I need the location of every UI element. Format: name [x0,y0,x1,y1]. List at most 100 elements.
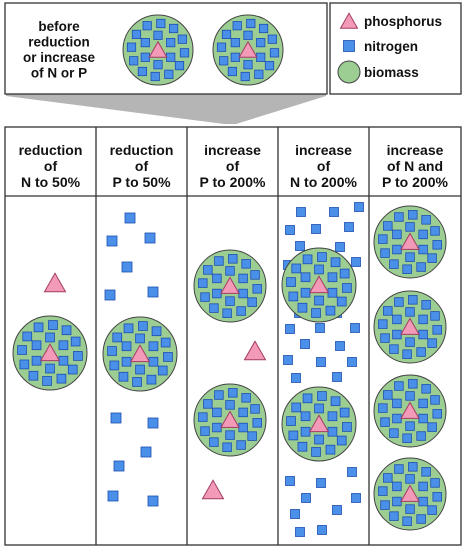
nitrogen-square [405,337,415,347]
nitrogen-square [332,505,342,515]
nitrogen-square [432,325,442,335]
nitrogen-square [19,359,30,370]
nitrogen-square [316,478,326,488]
nitrogen-square [311,308,321,318]
phosphorus-triangle [201,479,225,500]
nitrogen-square [392,229,402,240]
nitrogen-square [418,229,428,240]
nitrogen-square [267,34,277,44]
nitrogen-square [216,42,227,52]
nitrogen-square [212,422,222,433]
nitrogen-square [131,29,142,40]
nitrogen-square [405,391,415,401]
nitrogen-square [392,481,402,492]
nitrogen-square [296,207,306,217]
nitrogen-square [291,402,302,413]
nitrogen-square [285,225,295,235]
nitrogen-square [45,363,55,374]
nitrogen-square [241,393,251,403]
nitrogen-square [339,407,350,418]
nitrogen-square [416,514,426,524]
nitrogen-square [351,493,361,503]
legend-label: nitrogen [364,39,418,54]
nitrogen-square [297,302,308,313]
nitrogen-square [402,264,412,274]
nitrogen-square [56,373,67,384]
nitrogen-square [300,426,311,437]
nitrogen-square [236,306,246,316]
nitrogen-square [402,516,412,526]
nitrogen-square [430,478,440,488]
nitrogen-square [42,376,52,386]
nitrogen-square [427,253,437,263]
nitrogen-square [221,29,232,40]
nitrogen-square [225,430,235,440]
nitrogen-square [252,284,262,294]
nitrogen-square [408,462,418,472]
nitrogen-square [107,346,117,356]
nitrogen-square [48,320,58,330]
phosphorus-triangle [220,276,240,294]
nitrogen-square [300,339,310,349]
biomass-cell [122,14,194,86]
nitrogen-square [140,446,152,458]
nitrogen-square [392,329,402,340]
column-header-line: increase [387,142,444,158]
column-header-line: N to 200% [290,174,357,190]
nitrogen-square [290,509,300,519]
nitrogen-square [45,332,55,343]
nitrogen-square [350,323,360,333]
nitrogen-square [137,66,147,77]
nitrogen-square [347,357,357,367]
nitrogen-square [147,417,159,429]
nitrogen-square [347,467,357,477]
nitrogen-square [112,332,123,343]
nitrogen-square [311,224,321,234]
biomass-cell [281,386,357,462]
biomass-cell [373,374,447,448]
nitrogen-square [198,278,208,288]
nitrogen-square [418,314,428,325]
nitrogen-square [129,56,139,66]
biomass-cell [193,383,267,457]
nitrogen-square [256,52,266,62]
phosphorus-triangle [148,40,168,58]
nitrogen-square [31,355,42,366]
phosphorus-triangle [400,232,420,250]
nitrogen-square [405,252,415,262]
phosphorus-triangle [43,272,67,293]
nitrogen-square [418,398,428,409]
nitrogen-square [203,399,213,409]
nitrogen-square [250,404,260,414]
nitrogen-square [31,340,42,351]
nitrogen-square [418,413,428,424]
biomass-cell [102,316,178,392]
nitrogen-square [146,374,157,385]
nitrogen-square [106,235,118,247]
nitrogen-square [354,202,364,212]
nitrogen-square [286,416,296,426]
nitrogen-square [285,476,295,486]
nitrogen-square [432,409,442,419]
nitrogen-square [314,403,324,414]
nitrogen-square [225,266,235,276]
nitrogen-square [200,426,210,436]
nitrogen-square [256,38,266,48]
nitrogen-square [339,268,350,279]
legend-label: biomass [364,65,419,80]
nitrogen-square [380,333,390,343]
nitrogen-square [254,69,264,79]
nitrogen-square [389,511,399,521]
funnel-arrow [6,94,326,124]
top-label-line: before [38,19,80,34]
nitrogen-square [416,431,426,441]
column-header-line: reduction [110,142,174,158]
nitrogen-square [58,355,69,366]
nitrogen-square [230,52,240,62]
nitrogen-square [416,262,426,272]
nitrogen-square [336,296,347,307]
nitrogen-square [236,440,246,450]
nitrogen-square [335,242,345,252]
